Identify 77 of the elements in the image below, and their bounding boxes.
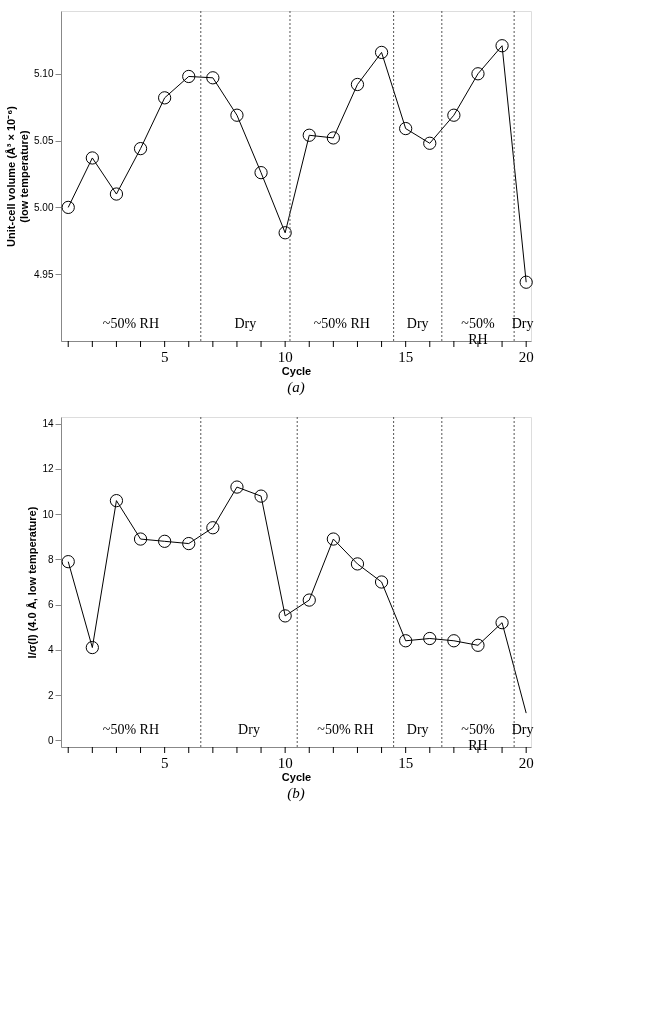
x-tick-label: 5 xyxy=(160,349,169,365)
point xyxy=(471,638,485,652)
point xyxy=(423,136,437,150)
point xyxy=(158,91,172,105)
point xyxy=(85,151,99,165)
point xyxy=(254,166,268,180)
point xyxy=(182,536,196,551)
annotation: ~50% RH xyxy=(313,316,370,331)
annotation: ~50% RH xyxy=(317,722,374,737)
point xyxy=(495,39,509,53)
point xyxy=(471,67,485,81)
point xyxy=(61,555,75,569)
point xyxy=(109,494,124,508)
point xyxy=(109,187,124,201)
y-tick-label: 12 xyxy=(42,463,54,475)
annotation: Dry xyxy=(238,722,260,737)
annotation: ~50% RH xyxy=(461,722,495,753)
x-axis-title: Cycle xyxy=(281,770,312,783)
annotation: ~50% RH xyxy=(461,316,495,347)
x-axis-title: Cycle xyxy=(281,364,312,377)
text: (b) xyxy=(287,785,305,802)
point xyxy=(230,108,244,122)
point xyxy=(302,593,316,607)
point xyxy=(206,71,220,85)
y-axis-title: Unit-cell volume (Å³ × 10⁻⁶) (low temperature) xyxy=(5,105,31,247)
point xyxy=(374,575,389,589)
point xyxy=(230,480,244,494)
point xyxy=(350,557,365,571)
point xyxy=(278,226,292,240)
x-tick-label: 20 xyxy=(518,349,534,365)
y-tick-label: 4 xyxy=(47,644,54,656)
y-axis-title: I/σ(I) (4.0 Å, low temperature) xyxy=(26,506,39,659)
annotation: Dry xyxy=(406,316,429,331)
point xyxy=(158,534,172,548)
point xyxy=(399,634,413,648)
y-tick-label: 10 xyxy=(42,508,54,520)
point xyxy=(350,77,365,92)
point xyxy=(278,609,292,623)
annotation: Dry xyxy=(511,722,534,737)
point xyxy=(495,616,509,630)
annotation: Dry xyxy=(406,722,429,737)
point xyxy=(519,275,533,289)
point xyxy=(374,45,389,60)
point xyxy=(206,521,220,535)
x-tick-label: 20 xyxy=(518,755,534,771)
x-tick-label: 15 xyxy=(398,755,414,771)
point xyxy=(302,128,316,142)
y-tick-label: 8 xyxy=(47,553,54,565)
y-tick-label: 14 xyxy=(42,418,54,430)
point xyxy=(182,69,196,84)
point xyxy=(399,121,413,136)
point xyxy=(326,131,340,145)
point xyxy=(133,532,148,546)
point xyxy=(423,631,437,646)
y-tick-label: 5.10 xyxy=(34,68,54,80)
annotation: ~50% RH xyxy=(102,316,159,331)
y-tick-label: 5.05 xyxy=(34,135,54,147)
y-tick-label: 5.00 xyxy=(34,201,54,213)
point xyxy=(447,634,461,648)
annotation: Dry xyxy=(511,316,534,331)
point xyxy=(447,108,461,122)
y-tick-label: 0 xyxy=(47,734,54,746)
annotation: Dry xyxy=(234,316,257,331)
point xyxy=(133,142,148,156)
y-tick-label: 4.95 xyxy=(34,268,54,280)
text: (a) xyxy=(287,379,305,396)
x-tick-label: 10 xyxy=(277,755,293,771)
annotation: ~50% RH xyxy=(102,722,159,737)
x-tick-label: 10 xyxy=(277,349,293,365)
point xyxy=(254,489,268,503)
point xyxy=(326,532,340,546)
x-tick-label: 15 xyxy=(398,349,414,365)
y-tick-label: 2 xyxy=(47,689,54,701)
point xyxy=(85,640,99,655)
point xyxy=(61,200,75,215)
x-tick-label: 5 xyxy=(160,755,169,771)
y-tick-label: 6 xyxy=(47,599,54,611)
